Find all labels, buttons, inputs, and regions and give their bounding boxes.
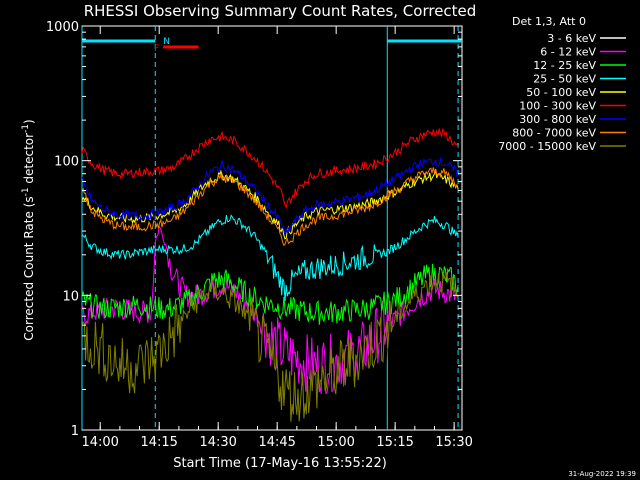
y-tick-label-3: 1000 xyxy=(46,20,79,35)
legend-label-3: 25 - 50 keV xyxy=(533,73,596,86)
legend-label-7: 800 - 7000 keV xyxy=(512,127,596,140)
y-axis-label-sup2: -1 xyxy=(21,124,31,133)
x-tick-label-0: 14:00 xyxy=(81,435,118,450)
flag-bars: NF xyxy=(82,37,462,54)
y-axis-label-end: ) xyxy=(22,119,36,124)
flag-label-n: N xyxy=(163,37,170,47)
orbit-boundaries xyxy=(81,26,459,430)
legend-label-1: 6 - 12 keV xyxy=(540,46,596,59)
legend-label-5: 100 - 300 keV xyxy=(519,100,596,113)
series-layer xyxy=(81,127,459,422)
y-tick-label-2: 100 xyxy=(54,155,79,170)
legend-title: Det 1,3, Att 0 xyxy=(512,15,586,28)
timestamp: 31-Aug-2022 19:39 xyxy=(568,470,636,478)
x-tick-label-4: 15:00 xyxy=(317,435,354,450)
series-line-8 xyxy=(81,272,459,422)
y-axis-label-sup1: -1 xyxy=(21,187,31,196)
legend-label-0: 3 - 6 keV xyxy=(547,32,596,45)
series-line-1 xyxy=(81,225,459,395)
flag-label-f: F xyxy=(154,44,159,54)
series-line-2 xyxy=(81,263,459,325)
x-tick-label-6: 15:30 xyxy=(435,435,472,450)
y-tick-label-0: 1 xyxy=(71,424,79,439)
series-line-6 xyxy=(81,157,459,235)
x-axis-label: Start Time (17-May-16 13:55:22) xyxy=(173,456,387,471)
legend-label-4: 50 - 100 keV xyxy=(526,86,596,99)
legend-label-8: 7000 - 15000 keV xyxy=(498,140,596,153)
series-line-4 xyxy=(81,169,459,240)
y-tick-label-1: 10 xyxy=(62,289,79,304)
axes: 14:00 14:15 14:30 14:45 15:00 15:15 15:30 1 10 10… xyxy=(46,20,473,450)
series-line-5 xyxy=(81,127,459,209)
legend-label-2: 12 - 25 keV xyxy=(533,59,596,72)
series-line-7 xyxy=(81,167,459,247)
series-line-3 xyxy=(81,214,459,302)
x-tick-label-2: 14:30 xyxy=(199,435,236,450)
y-axis-label: Corrected Count Rate (s-1 detector-1) xyxy=(21,119,36,340)
y-axis-label-main: Corrected Count Rate (s xyxy=(22,196,36,340)
y-axis-label-mid: detector xyxy=(22,133,36,188)
chart-title: RHESSI Observing Summary Count Rates, Co… xyxy=(84,2,477,20)
x-tick-label-3: 14:45 xyxy=(258,435,295,450)
x-tick-label-1: 14:15 xyxy=(140,435,177,450)
legend-label-6: 300 - 800 keV xyxy=(519,113,596,126)
x-tick-label-5: 15:15 xyxy=(376,435,413,450)
